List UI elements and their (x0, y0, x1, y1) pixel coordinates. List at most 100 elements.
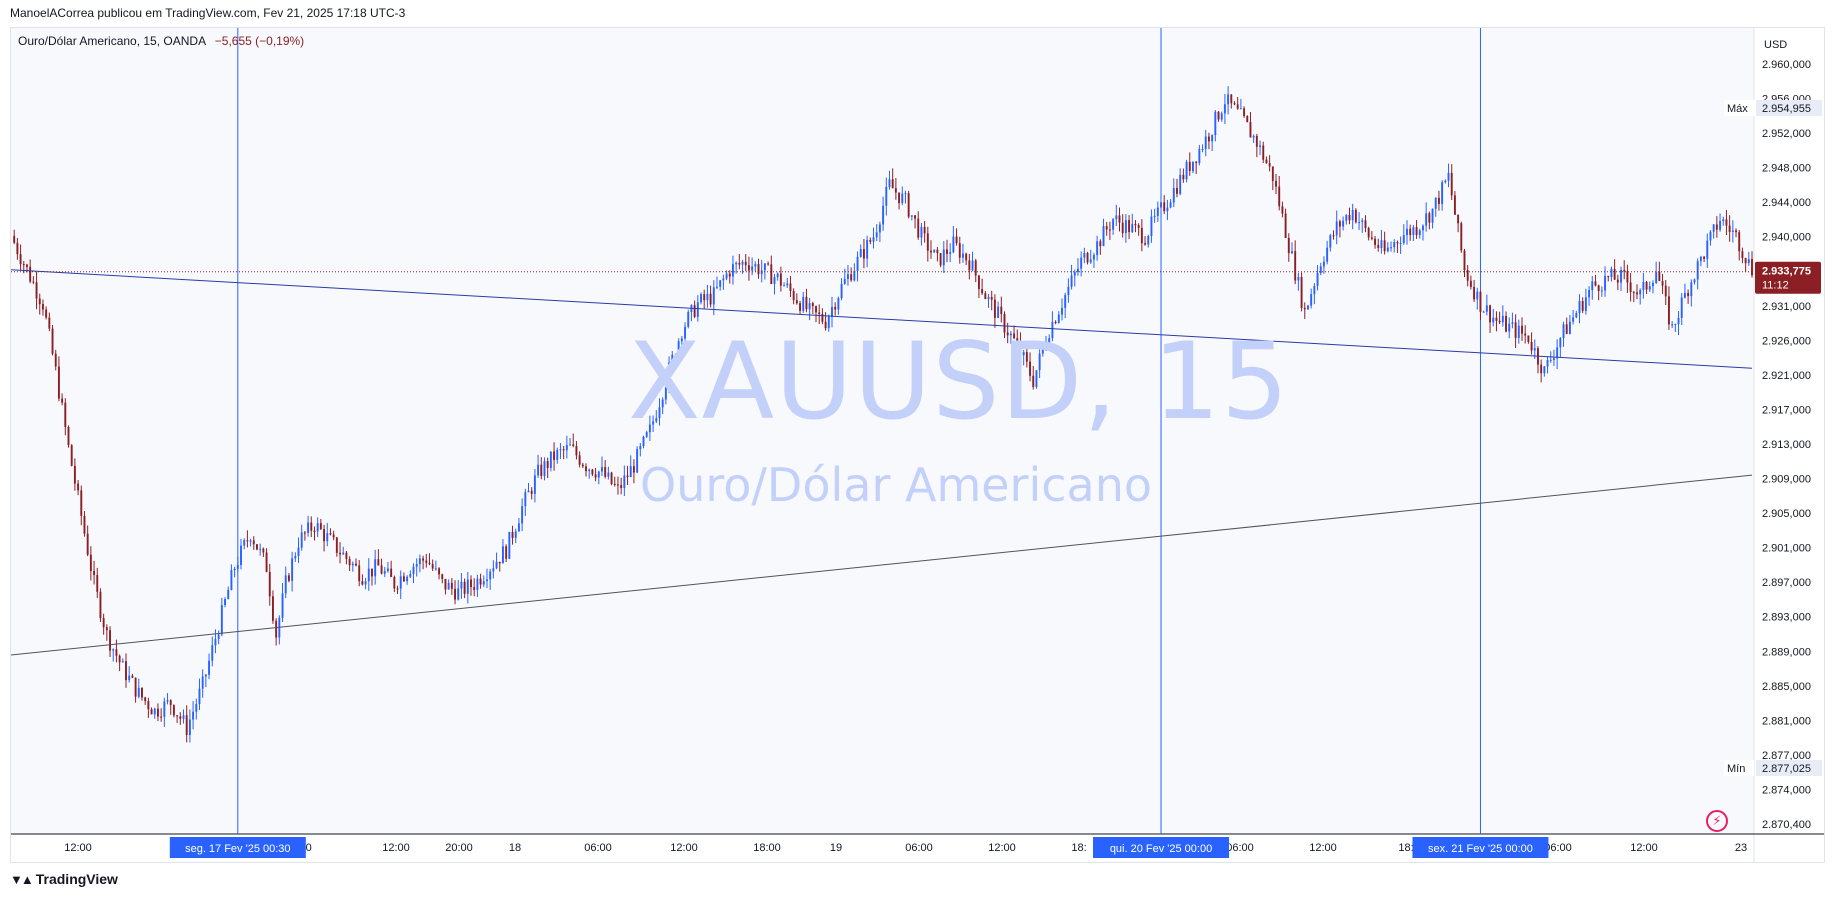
candle-body (1667, 296, 1670, 325)
candle-body (415, 564, 418, 567)
candle-body (661, 399, 664, 408)
candle-body (1307, 305, 1309, 310)
candle-body (128, 675, 131, 681)
candle-body (1332, 235, 1335, 237)
candle-body (1578, 301, 1581, 314)
candle-body (1204, 136, 1207, 149)
candle-body (1275, 180, 1277, 187)
y-tick-label: 2.952,000 (1762, 128, 1811, 140)
candle-body (1287, 237, 1290, 254)
candle-body (1482, 311, 1485, 313)
candle-body (1616, 279, 1619, 283)
candle-body (1610, 268, 1613, 278)
candle-body (1620, 269, 1622, 283)
candle-body (910, 215, 913, 217)
candle-body (463, 581, 466, 594)
candle-body (1172, 187, 1175, 203)
candle-body (684, 326, 686, 339)
candle-body (501, 546, 504, 564)
candle-body (1636, 292, 1638, 295)
candle-body (1562, 324, 1565, 339)
candle-body (1406, 228, 1408, 236)
candle-body (1706, 240, 1709, 259)
candle-body (1485, 305, 1488, 312)
candle-body (1543, 366, 1546, 374)
candle-body (869, 240, 872, 242)
candle-body (67, 426, 70, 446)
candle-body (1329, 235, 1332, 248)
date-label-bg (1093, 837, 1230, 858)
tradingview-logo[interactable]: ▼▲ TradingView (10, 868, 118, 890)
candle-body (1262, 145, 1265, 160)
candle-body (1552, 358, 1555, 360)
y-tick-label: 2.917,000 (1762, 404, 1811, 416)
candle-body (1089, 259, 1092, 263)
candle-body (1096, 241, 1099, 256)
candle-body (291, 558, 294, 581)
candle-body (591, 469, 594, 475)
candle-body (1294, 251, 1297, 281)
candle-body (1604, 275, 1607, 291)
candle-body (1374, 238, 1377, 245)
trendline-upper[interactable] (10, 269, 1753, 369)
candle-body (601, 467, 603, 472)
candle-body (1492, 317, 1495, 323)
candle-body (540, 464, 543, 477)
candle-body (1581, 301, 1584, 311)
candle-body (1140, 227, 1143, 244)
candle-body (664, 387, 667, 400)
candle-body (307, 522, 310, 533)
candle-body (1607, 275, 1610, 278)
candle-body (1271, 166, 1274, 181)
candle-body (268, 571, 271, 597)
candle-body (1712, 224, 1715, 232)
candle-body (192, 711, 195, 720)
candle-body (118, 655, 121, 663)
candle-body (1415, 227, 1418, 236)
y-tick-label: 2.940,000 (1762, 232, 1811, 244)
x-tick-label: 18: (1398, 842, 1413, 854)
candle-body (1652, 282, 1654, 287)
candle-body (888, 179, 891, 188)
candle-body (1073, 272, 1076, 276)
trendline-lower[interactable] (10, 474, 1753, 656)
candle-body (1524, 333, 1527, 336)
candle-body (93, 571, 96, 575)
candle-body (77, 483, 80, 491)
candle-body (492, 568, 495, 572)
candle-body (1016, 338, 1019, 342)
candle-body (1626, 271, 1629, 283)
candle-body (565, 444, 568, 451)
candle-body (41, 304, 44, 310)
candle-body (997, 306, 1000, 318)
candle-body (562, 449, 565, 451)
candle-body (1342, 220, 1345, 227)
candle-body (1680, 297, 1683, 318)
candle-body (1396, 242, 1399, 244)
candle-body (974, 260, 977, 276)
flash-icon[interactable]: ⚡ (1706, 810, 1728, 832)
candle-body (722, 278, 725, 281)
candle-body (885, 187, 888, 206)
candle-body (1105, 226, 1108, 230)
candle-body (217, 634, 220, 640)
candle-body (1029, 361, 1032, 376)
candle-body (358, 565, 361, 582)
candle-body (1409, 228, 1412, 235)
candle-body (572, 444, 575, 446)
candle-body (990, 297, 993, 300)
current-price-tag (1755, 261, 1821, 294)
candle-body (521, 506, 524, 524)
candle-body (1284, 213, 1287, 238)
candle-body (326, 533, 329, 542)
candle-body (952, 236, 955, 253)
candle-body (1134, 223, 1137, 226)
candle-body (1112, 219, 1115, 230)
candle-body (831, 306, 833, 317)
candle-body (1719, 221, 1722, 230)
candle-body (141, 687, 143, 698)
candle-body (1428, 213, 1431, 223)
high-value-bg (1756, 100, 1822, 116)
candle-body (361, 581, 364, 585)
